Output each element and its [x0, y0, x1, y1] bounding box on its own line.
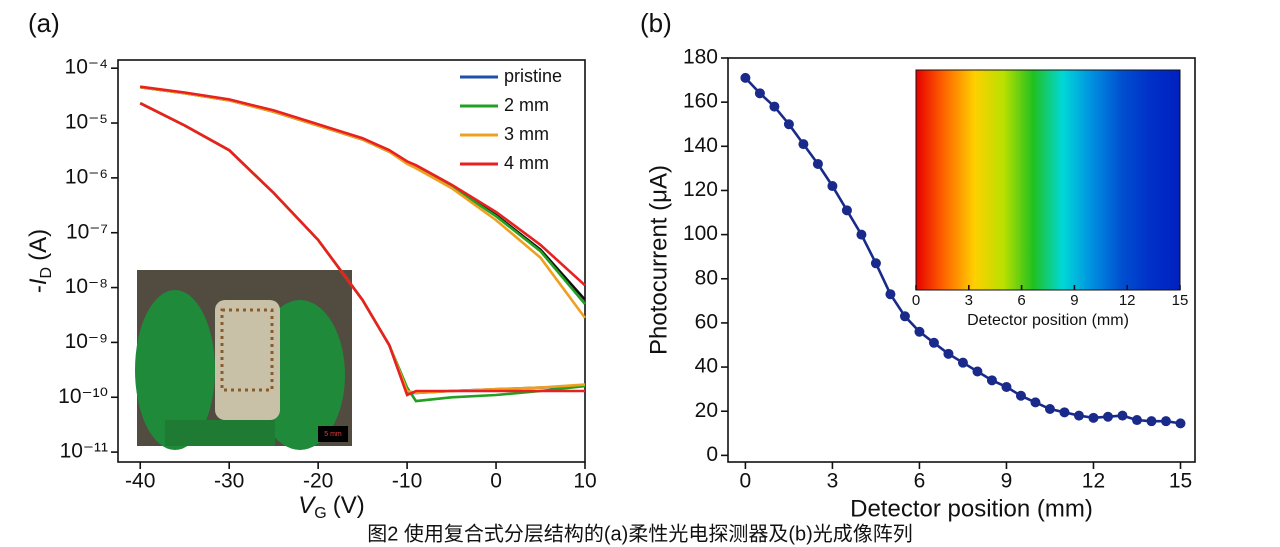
legend-label: 4 mm — [504, 153, 549, 173]
legend-label: 3 mm — [504, 124, 549, 144]
legend-label: 2 mm — [504, 95, 549, 115]
data-point — [1001, 381, 1012, 392]
x-label-symbol: V — [298, 492, 316, 519]
x-tick-label: 0 — [740, 470, 752, 493]
x-tick-label: 0 — [490, 470, 502, 493]
y-tick-label: 10⁻⁹ — [65, 330, 108, 353]
data-point — [1015, 390, 1026, 401]
data-point — [841, 205, 852, 216]
x-tick-label: 15 — [1169, 470, 1192, 493]
x-tick-label: -40 — [125, 470, 155, 493]
y-tick-label: 40 — [695, 355, 718, 378]
x-tick-label: -20 — [303, 470, 333, 493]
data-point — [1059, 407, 1070, 418]
inset-x-tick-label: 9 — [1070, 292, 1078, 309]
y-tick-label: 0 — [706, 443, 718, 466]
data-point — [957, 357, 968, 368]
y-tick-label: 100 — [683, 222, 718, 245]
data-point — [986, 375, 997, 386]
data-point — [812, 158, 823, 169]
y-tick-label: 60 — [695, 310, 718, 333]
x-label-unit: (V) — [333, 492, 365, 519]
data-point — [1146, 416, 1157, 427]
data-point — [1088, 412, 1099, 423]
data-point — [870, 258, 881, 269]
data-point — [914, 326, 925, 337]
data-point — [943, 348, 954, 359]
x-tick-label: -30 — [214, 470, 244, 493]
y-tick-label: 80 — [695, 266, 718, 289]
data-point — [827, 181, 838, 192]
y-axis-label: -ID (A) — [25, 229, 55, 293]
caption: 图2 使用复合式分层结构的(a)柔性光电探测器及(b)光成像阵列 — [367, 522, 913, 545]
y-tick-label: 10⁻¹⁰ — [58, 385, 108, 408]
y-tick-label: 10⁻⁸ — [65, 275, 108, 298]
data-point — [1102, 411, 1113, 422]
legend-label: pristine — [504, 66, 562, 86]
inset-colorbar — [915, 69, 1181, 291]
y-label-subscript: D — [38, 267, 55, 279]
inset-x-tick-label: 3 — [965, 292, 973, 309]
x-tick-label: 12 — [1082, 470, 1105, 493]
y-label-symbol: I — [25, 278, 52, 285]
data-point — [798, 139, 809, 150]
x-label-subscript: G — [314, 505, 326, 522]
y-tick-label: 10⁻⁶ — [65, 165, 108, 188]
y-tick-label: 140 — [683, 134, 718, 157]
plot-frame — [727, 57, 1196, 463]
data-point — [740, 72, 751, 83]
data-point — [1160, 416, 1171, 427]
inset-x-tick-label: 12 — [1119, 292, 1136, 309]
inset-x-label: Detector position (mm) — [967, 312, 1129, 329]
data-line — [139, 102, 585, 397]
data-line — [140, 85, 586, 301]
inset-x-tick-label: 15 — [1172, 292, 1189, 309]
data-point — [783, 119, 794, 130]
y-tick-label: 160 — [683, 90, 718, 113]
y-tick-label: 10⁻⁴ — [65, 56, 108, 79]
data-point — [754, 88, 765, 99]
data-point — [899, 311, 910, 322]
data-point — [1117, 410, 1128, 421]
data-point — [1131, 415, 1142, 426]
plot-frame — [117, 59, 586, 463]
data-point — [1073, 410, 1084, 421]
y-tick-label: 10⁻⁵ — [65, 111, 108, 134]
x-tick-label: 6 — [914, 470, 926, 493]
inset-x-tick-label: 0 — [912, 292, 920, 309]
data-point — [1175, 418, 1186, 429]
data-point — [856, 229, 867, 240]
data-point — [769, 101, 780, 112]
data-point — [928, 337, 939, 348]
data-point — [885, 289, 896, 300]
inset-photo: 5 mm — [135, 270, 352, 450]
x-tick-label: 10 — [573, 470, 596, 493]
y-tick-label: 120 — [683, 178, 718, 201]
data-point — [1044, 404, 1055, 415]
data-point — [972, 366, 983, 377]
y-label-unit: (A) — [25, 229, 52, 261]
y-tick-label: 10⁻⁷ — [66, 220, 108, 243]
y-label-prefix: - — [25, 285, 52, 293]
data-point — [1030, 397, 1041, 408]
x-axis-label: VG (V) — [298, 492, 364, 522]
x-tick-label: 9 — [1001, 470, 1013, 493]
y-tick-label: 180 — [683, 46, 718, 69]
panel-label: (a) — [28, 8, 60, 38]
x-tick-label: 3 — [827, 470, 839, 493]
inset-x-tick-label: 6 — [1017, 292, 1025, 309]
panel-label: (b) — [640, 8, 672, 38]
y-axis-label: Photocurrent (μA) — [645, 165, 672, 355]
x-axis-label: Detector position (mm) — [850, 495, 1093, 522]
scale-bar-label: 5 mm — [324, 431, 342, 438]
data-line — [140, 85, 586, 287]
y-tick-label: 20 — [695, 399, 718, 422]
y-tick-label: 10⁻¹¹ — [60, 440, 108, 463]
x-tick-label: -10 — [392, 470, 422, 493]
